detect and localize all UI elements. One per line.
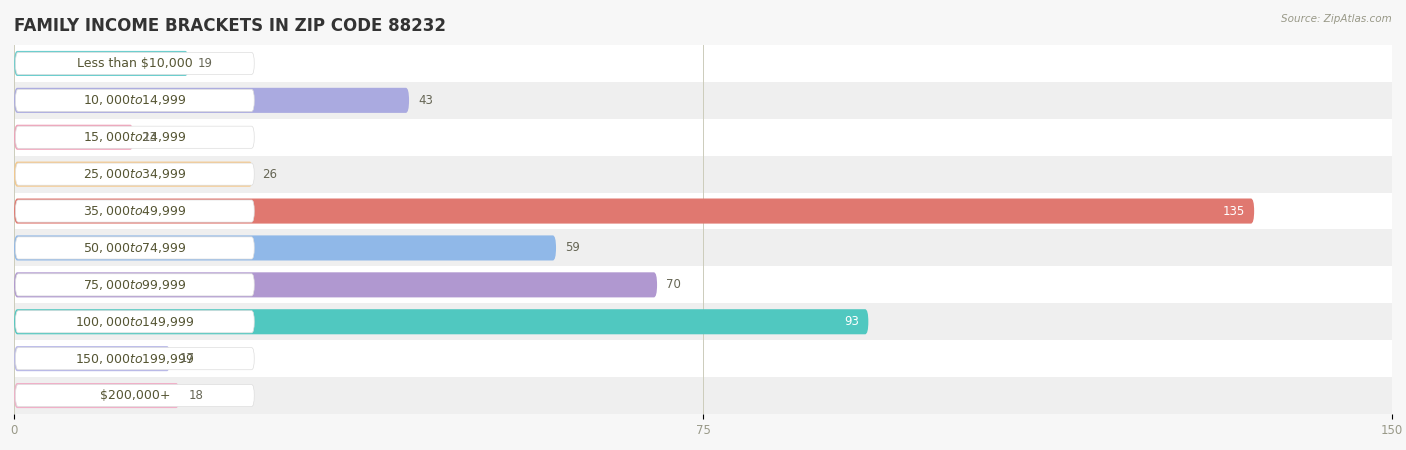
Text: 19: 19 [198, 57, 212, 70]
FancyBboxPatch shape [14, 235, 555, 261]
FancyBboxPatch shape [15, 274, 254, 296]
Text: 59: 59 [565, 242, 581, 254]
FancyBboxPatch shape [15, 384, 254, 407]
Text: $25,000 to $34,999: $25,000 to $34,999 [83, 167, 187, 181]
FancyBboxPatch shape [14, 198, 1254, 224]
Text: 70: 70 [666, 279, 681, 291]
FancyBboxPatch shape [15, 237, 254, 259]
Bar [14, 230, 1392, 266]
Bar [14, 45, 1392, 82]
FancyBboxPatch shape [14, 346, 170, 371]
Bar [14, 119, 1392, 156]
Text: $10,000 to $14,999: $10,000 to $14,999 [83, 93, 187, 108]
Text: $150,000 to $199,999: $150,000 to $199,999 [75, 351, 194, 366]
FancyBboxPatch shape [15, 200, 254, 222]
Bar [14, 340, 1392, 377]
Text: 18: 18 [188, 389, 204, 402]
Text: $15,000 to $24,999: $15,000 to $24,999 [83, 130, 187, 144]
FancyBboxPatch shape [14, 125, 134, 150]
FancyBboxPatch shape [15, 163, 254, 185]
Bar [14, 193, 1392, 230]
FancyBboxPatch shape [14, 162, 253, 187]
Text: 93: 93 [844, 315, 859, 328]
Text: $50,000 to $74,999: $50,000 to $74,999 [83, 241, 187, 255]
Text: $200,000+: $200,000+ [100, 389, 170, 402]
Bar [14, 266, 1392, 303]
Text: $75,000 to $99,999: $75,000 to $99,999 [83, 278, 187, 292]
Text: Source: ZipAtlas.com: Source: ZipAtlas.com [1281, 14, 1392, 23]
Bar [14, 303, 1392, 340]
FancyBboxPatch shape [14, 51, 188, 76]
FancyBboxPatch shape [14, 309, 869, 334]
Text: FAMILY INCOME BRACKETS IN ZIP CODE 88232: FAMILY INCOME BRACKETS IN ZIP CODE 88232 [14, 17, 446, 35]
FancyBboxPatch shape [14, 272, 657, 297]
FancyBboxPatch shape [15, 52, 254, 75]
Bar [14, 156, 1392, 193]
Text: Less than $10,000: Less than $10,000 [77, 57, 193, 70]
FancyBboxPatch shape [14, 88, 409, 113]
Text: 13: 13 [142, 131, 157, 144]
FancyBboxPatch shape [15, 347, 254, 370]
Bar [14, 82, 1392, 119]
Text: 135: 135 [1223, 205, 1244, 217]
Text: $35,000 to $49,999: $35,000 to $49,999 [83, 204, 187, 218]
Bar [14, 377, 1392, 414]
Text: 17: 17 [180, 352, 194, 365]
FancyBboxPatch shape [15, 126, 254, 148]
Text: 43: 43 [418, 94, 433, 107]
Text: $100,000 to $149,999: $100,000 to $149,999 [75, 315, 194, 329]
FancyBboxPatch shape [15, 310, 254, 333]
FancyBboxPatch shape [14, 383, 180, 408]
FancyBboxPatch shape [15, 89, 254, 112]
Text: 26: 26 [262, 168, 277, 180]
